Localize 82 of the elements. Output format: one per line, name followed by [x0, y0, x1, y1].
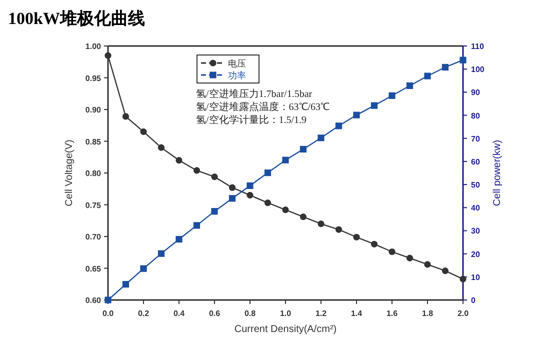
point: [353, 234, 360, 240]
y2-tick-label: 110: [471, 42, 484, 51]
point: [388, 92, 396, 99]
point: [282, 156, 289, 164]
point: [318, 134, 324, 142]
y2-tick-label: 30: [471, 226, 480, 236]
point: [442, 267, 449, 274]
point: [300, 146, 307, 153]
y2-tick-label: 50: [471, 180, 480, 190]
y-axis-title: Cell Voltage(V): [64, 140, 75, 206]
x-tick-label: 0.6: [208, 309, 221, 318]
y2-tick-label: 10: [471, 272, 480, 282]
y2-tick-label: 20: [471, 250, 480, 259]
point: [264, 200, 272, 206]
point: [388, 248, 396, 256]
y-tick-label: 0.85: [85, 137, 102, 146]
point: [282, 206, 289, 214]
point: [158, 250, 165, 257]
point: [460, 276, 466, 282]
y2-tick-label: 60: [471, 157, 480, 166]
point: [140, 265, 147, 272]
chart-title: 100kW堆极化曲线: [8, 9, 145, 28]
point: [176, 236, 182, 243]
point: [176, 157, 182, 164]
x-tick-label: 1.2: [315, 309, 328, 318]
legend-label: 功率: [228, 70, 246, 80]
point: [353, 112, 360, 118]
x-tick-label: 1.6: [386, 309, 398, 318]
y2-axis-title: Cell power(kw): [492, 140, 503, 206]
point: [104, 52, 112, 59]
x-tick-label: 0.8: [244, 309, 256, 318]
x-tick-label: 1.0: [280, 309, 292, 318]
y2-tick-label: 70: [471, 134, 480, 144]
point: [211, 174, 218, 180]
point: [193, 167, 200, 174]
y2-tick-label: 100: [471, 65, 485, 74]
x-tick-label: 1.8: [422, 309, 434, 318]
point: [442, 64, 449, 71]
point: [406, 82, 414, 90]
y-tick-label: 0.60: [85, 296, 102, 305]
y-tick-label: 0.75: [85, 200, 102, 210]
point: [193, 222, 200, 229]
y-tick-label: 1.00: [85, 42, 102, 51]
annotation: 氢/空进堆露点温度：63℃/63℃: [196, 101, 330, 113]
x-tick-label: 0.0: [102, 309, 114, 318]
point: [370, 102, 378, 109]
y2-tick-label: 40: [471, 204, 480, 213]
point: [406, 254, 414, 262]
x-axis-title: Current Density(A/cm²): [234, 324, 337, 335]
y-tick-label: 0.70: [85, 232, 102, 242]
point: [424, 261, 431, 268]
point: [122, 113, 130, 120]
point: [140, 128, 147, 136]
point: [335, 226, 342, 233]
point: [228, 184, 236, 191]
x-tick-label: 0.4: [173, 309, 186, 318]
y-tick-label: 0.90: [85, 106, 102, 114]
y2-tick-label: 80: [471, 111, 480, 120]
y-tick-label: 0.95: [85, 74, 102, 83]
point: [370, 240, 378, 248]
point: [122, 281, 130, 288]
x-tick-label: 1.4: [350, 309, 363, 318]
point: [246, 192, 254, 199]
point: [211, 208, 218, 215]
point: [335, 122, 342, 130]
x-tick-label: 2.0: [457, 309, 470, 318]
y-tick-label: 0.65: [85, 264, 102, 274]
point: [264, 169, 272, 176]
point: [246, 182, 254, 189]
point: [158, 144, 165, 151]
annotation: 氢/空化学计量比：1.5/1.9: [196, 114, 307, 126]
y2-tick-label: 0: [471, 296, 476, 305]
annotation: 氢/空进堆压力1.7bar/1.5bar: [196, 88, 313, 100]
legend-label: 电压: [228, 58, 246, 68]
y2-tick-label: 90: [471, 88, 480, 98]
y-tick-label: 0.80: [85, 169, 102, 178]
point: [424, 72, 431, 80]
point: [300, 214, 307, 220]
point: [228, 195, 236, 202]
x-tick-label: 0.2: [138, 309, 150, 318]
point: [318, 220, 324, 228]
point: [460, 56, 466, 64]
